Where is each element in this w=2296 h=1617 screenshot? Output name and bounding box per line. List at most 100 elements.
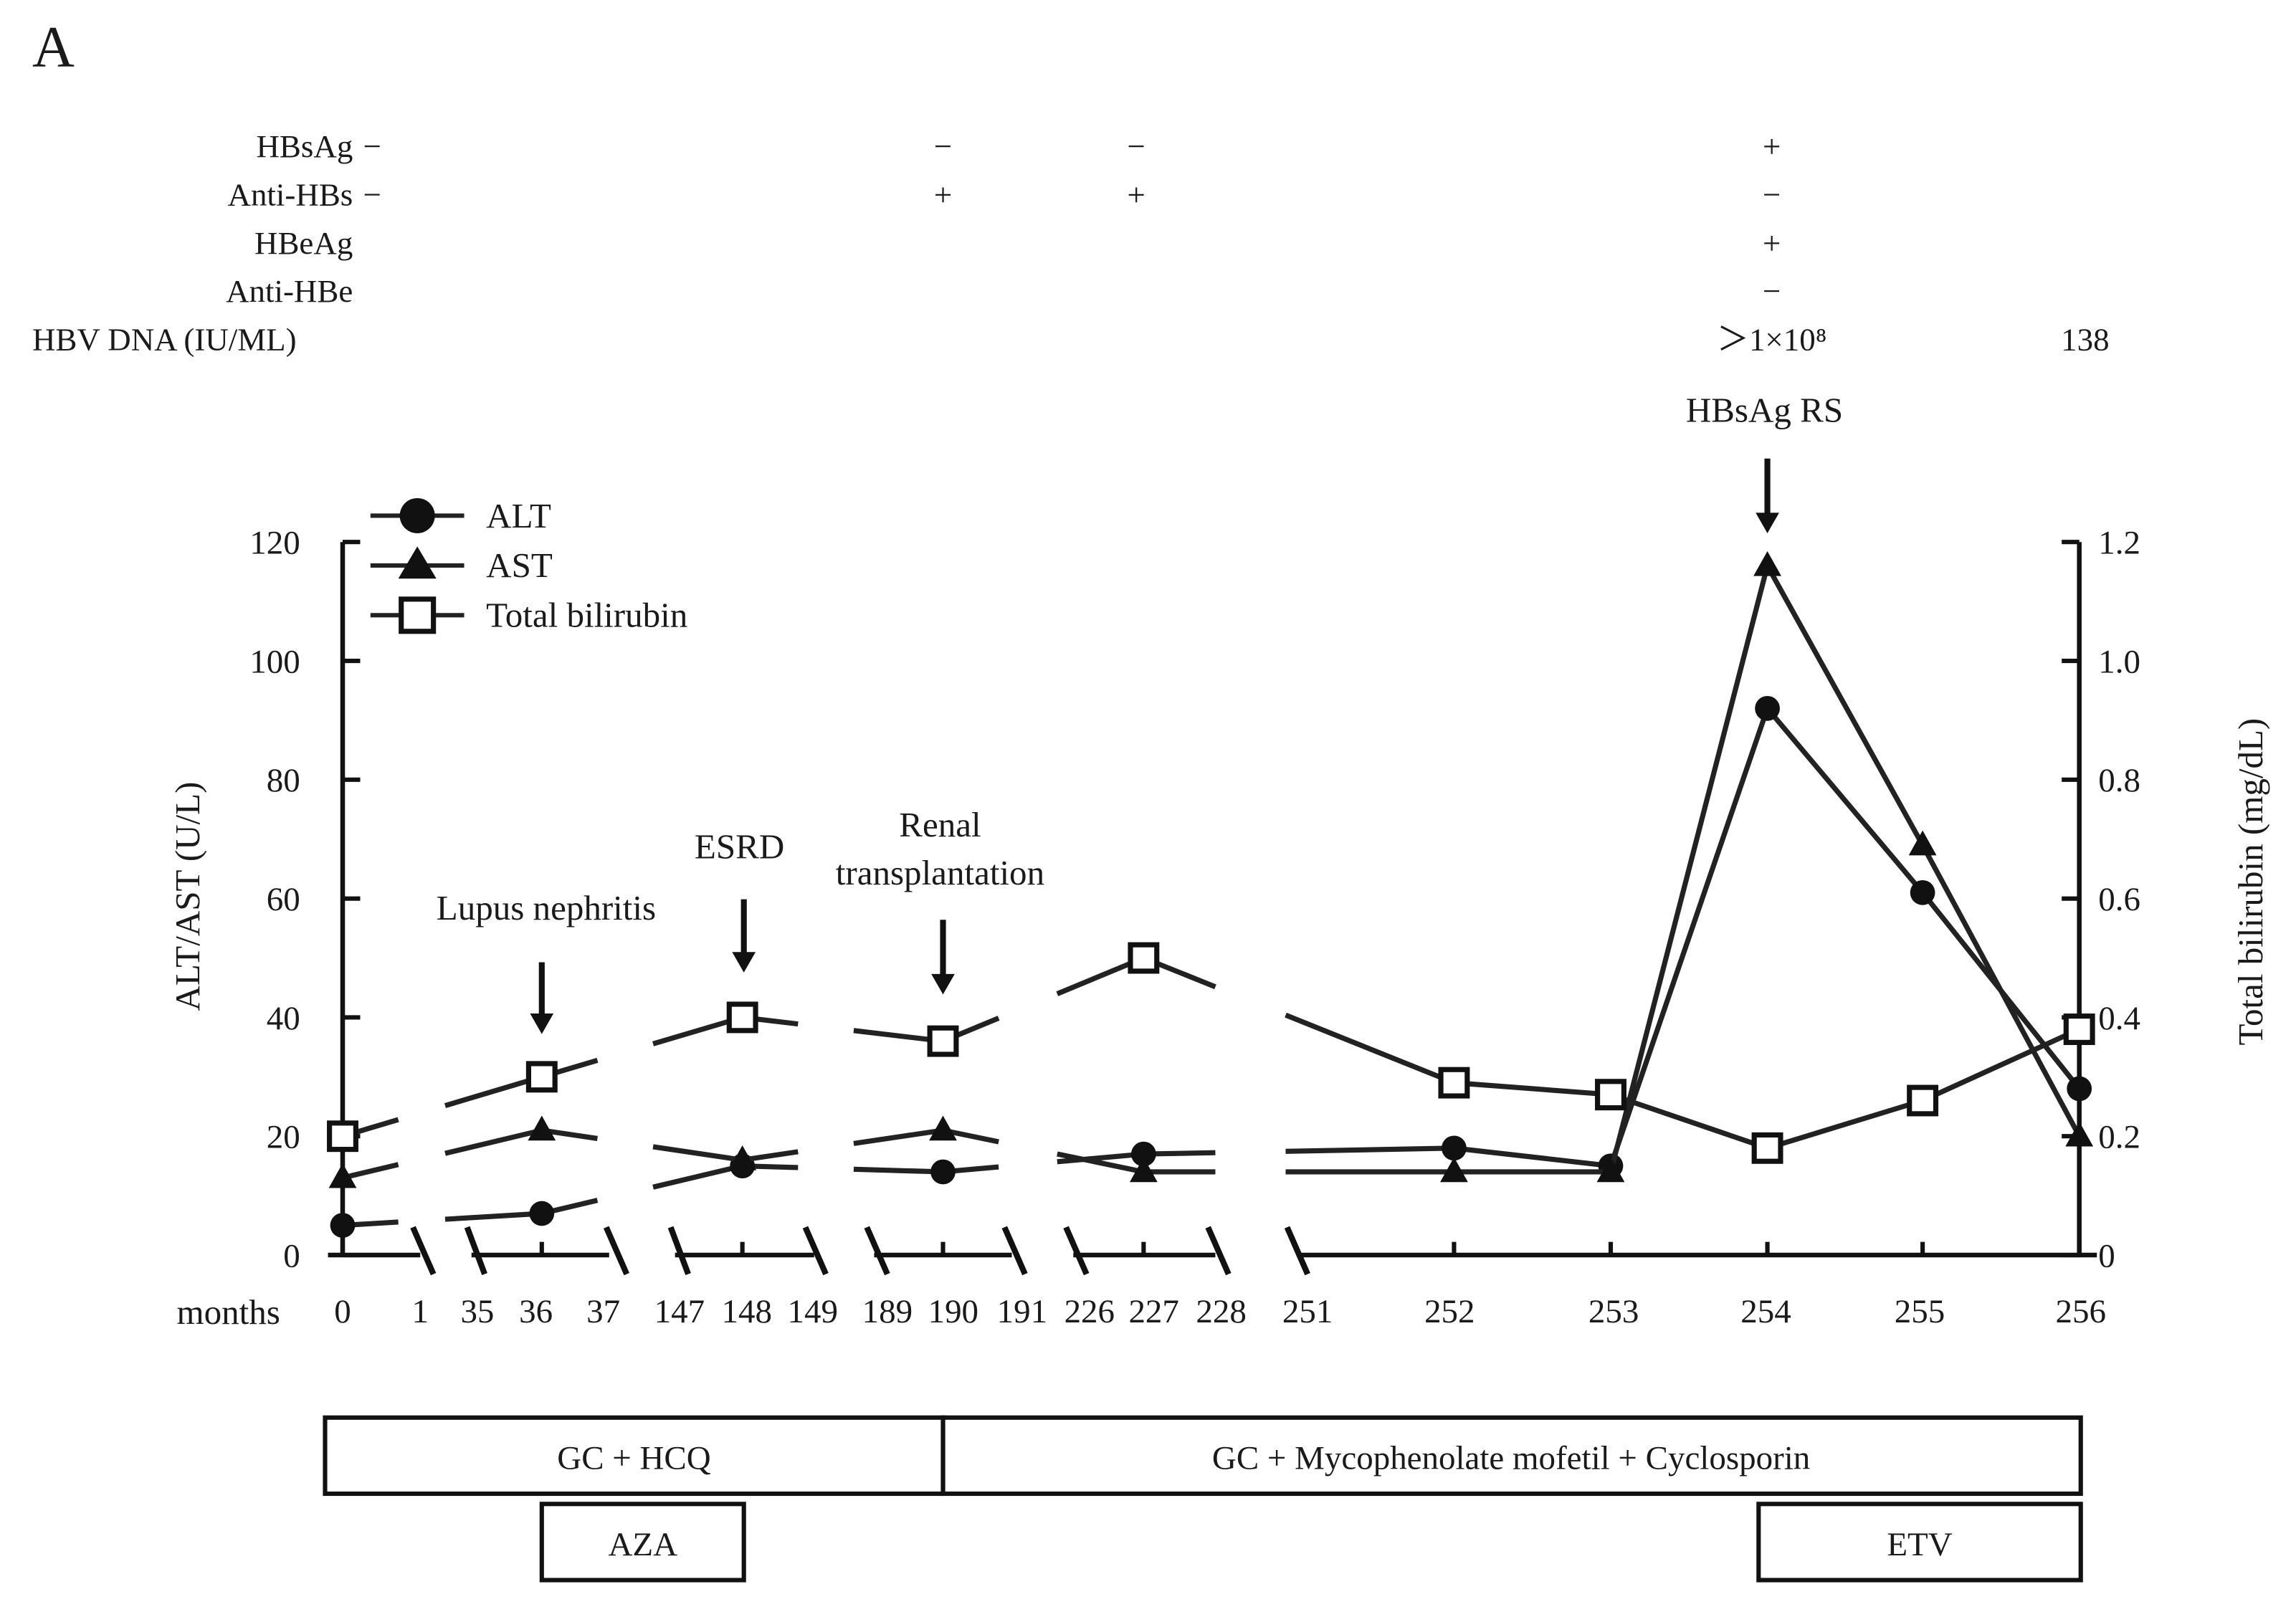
x-tick-label: 149 [787, 1293, 837, 1330]
arrow-renal-transplantation-head [931, 973, 955, 995]
x-tick-label: 256 [2055, 1293, 2105, 1330]
serology-cell: + [934, 176, 952, 212]
annotation-hbsag-rs: HBsAg RS [1686, 391, 1843, 430]
series-line-ast [541, 1127, 598, 1141]
data-point-ast [528, 1115, 556, 1141]
data-point-total-bilirubin [1751, 1132, 1783, 1164]
series-alt [330, 695, 2092, 1238]
data-point-total-bilirubin [1128, 942, 1160, 974]
right-y-tick-label: 1.0 [2098, 643, 2140, 680]
left-y-axis-title: ALT/AST (U/L) [168, 782, 207, 1011]
data-point-alt [330, 1213, 356, 1238]
axis-break-mark [1284, 1226, 1310, 1276]
panel-label: A [32, 14, 75, 79]
right-y-axis-title: Total bilirubin (mg/dL) [2231, 718, 2270, 1046]
x-tick-label: 227 [1128, 1293, 1178, 1330]
treatment-label-etv: ETV [1887, 1526, 1952, 1563]
series-ast [328, 550, 2094, 1188]
left-y-tick-label: 100 [249, 643, 300, 680]
series-line-alt [1608, 707, 1770, 1167]
series-line-alt [652, 1163, 743, 1190]
data-point-total-bilirubin [1438, 1067, 1470, 1099]
series-line-total-bilirubin [1285, 1012, 1455, 1085]
right-y-tick-label: 1.2 [2098, 525, 2140, 562]
series-line-ast [444, 1127, 543, 1156]
annotation-lupus-nephritis: Lupus nephritis [437, 888, 656, 927]
x-tick-label: 1 [412, 1293, 429, 1330]
x-tick-label: 35 [460, 1293, 494, 1330]
x-tick-label: 254 [1740, 1293, 1791, 1330]
treatment-bar-gc-mmf-cyclosporin [940, 1415, 2083, 1497]
arrow-esrd-head [732, 952, 756, 973]
treatment-label-aza: AZA [608, 1526, 677, 1563]
left-y-tick-label: 20 [267, 1119, 300, 1156]
series-line-total-bilirubin [444, 1074, 543, 1108]
data-point-alt [2067, 1076, 2092, 1102]
x-tick-label: 190 [928, 1293, 978, 1330]
data-point-alt [1131, 1141, 1156, 1167]
data-point-ast [1129, 1157, 1158, 1183]
serology-label-hbsag: HBsAg [256, 128, 353, 164]
treatment-bar-aza [539, 1502, 746, 1583]
data-point-total-bilirubin [1907, 1084, 1939, 1117]
axis-break-mark [464, 1226, 487, 1276]
series-line-alt [1765, 707, 1925, 895]
x-tick-label: 191 [997, 1293, 1047, 1330]
series-line-total-bilirubin [1921, 1026, 2081, 1103]
data-point-total-bilirubin [927, 1025, 959, 1057]
serology-cell: + [1127, 176, 1145, 212]
data-point-alt [1910, 879, 1935, 905]
treatment-label-gc-hcq: GC + HCQ [557, 1439, 710, 1477]
x-tick-label: 189 [862, 1293, 913, 1330]
left-y-tick-label: 120 [249, 525, 300, 562]
data-point-alt [529, 1201, 555, 1226]
series-line-ast [342, 1162, 399, 1180]
x-tick-label: 251 [1282, 1293, 1333, 1330]
legend-marker-total-bilirubin [399, 596, 437, 634]
data-point-alt [1755, 695, 1780, 721]
axis-break-mark [864, 1226, 890, 1276]
serology-cell: 138 [2061, 322, 2109, 358]
serology-cell: − [1763, 273, 1781, 309]
serology-label-hbv-dna: HBV DNA (IU/ML) [32, 322, 297, 358]
series-line-ast [1920, 844, 2082, 1137]
serology-baseline-hbsag: − [363, 128, 381, 164]
series-line-alt [1285, 1145, 1454, 1154]
data-point-ast [728, 1145, 757, 1170]
axis-break-mark [1063, 1226, 1090, 1276]
x-axis-label: months [176, 1292, 280, 1332]
serology-label-anti-hbe: Anti-HBe [226, 273, 353, 309]
axis-break-mark [802, 1226, 829, 1276]
x-tick-label: 228 [1196, 1293, 1246, 1330]
left-y-tick-label: 80 [267, 762, 300, 799]
series-line-total-bilirubin [1454, 1080, 1611, 1097]
annotation-renal-transplantation-line2: transplantation [836, 853, 1044, 892]
arrow-hbsag-rs-head [1756, 512, 1779, 533]
x-tick-label: 252 [1424, 1293, 1475, 1330]
left-y-tick-label: 40 [267, 1000, 300, 1037]
data-point-ast [929, 1115, 957, 1141]
series-line-alt [444, 1211, 543, 1222]
serology-baseline-anti-hbs: − [363, 176, 381, 212]
axis-break-mark [410, 1226, 437, 1276]
data-point-ast [1908, 830, 1937, 856]
serology-cell: ＞1×10⁸ [1717, 322, 1826, 358]
annotation-esrd: ESRD [695, 826, 784, 866]
serology-label-hbeag: HBeAg [254, 225, 353, 261]
data-point-total-bilirubin [2063, 1013, 2095, 1045]
series-total-bilirubin [327, 942, 2095, 1164]
data-point-total-bilirubin [1595, 1079, 1626, 1111]
serology-table: HBsAg − Anti-HBs − HBeAg Anti-HBe HBV DN… [32, 128, 2110, 358]
x-tick-label: 226 [1064, 1293, 1115, 1330]
data-point-alt [930, 1159, 956, 1185]
data-point-ast [2065, 1121, 2094, 1147]
plot-area: 0 20 40 60 80 100 120 0 0.2 0.4 0.6 0.8 1.0 1.2 0 1 35 36… [168, 391, 2270, 1332]
serology-cell: − [934, 128, 952, 164]
data-point-alt [1442, 1135, 1467, 1161]
legend-label-ast: AST [486, 545, 553, 585]
data-point-ast [1440, 1157, 1468, 1183]
data-point-total-bilirubin [525, 1061, 558, 1093]
treatment-bar-etv [1756, 1502, 2083, 1583]
series-line-alt [1057, 1151, 1144, 1165]
axis-break-mark [667, 1226, 691, 1276]
